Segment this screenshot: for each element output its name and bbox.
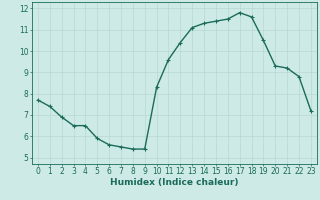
X-axis label: Humidex (Indice chaleur): Humidex (Indice chaleur) xyxy=(110,178,239,187)
